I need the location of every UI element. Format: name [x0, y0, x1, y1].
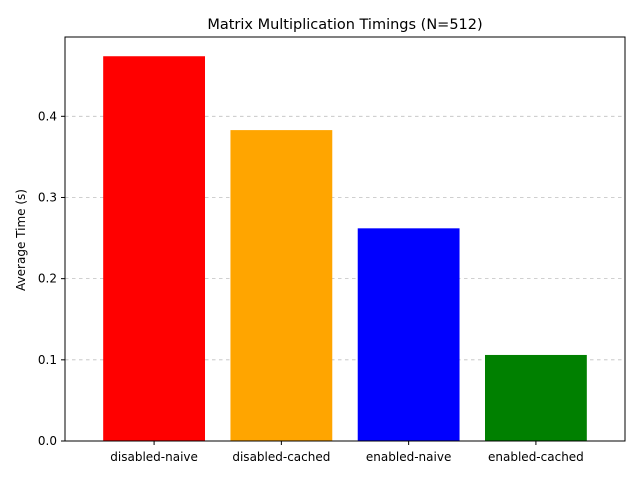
bar-enabled-naive: [357, 228, 460, 441]
bar-enabled-cached: [485, 354, 587, 441]
y-axis-label: Average Time (s): [14, 189, 28, 291]
axes-frame: [64, 36, 626, 442]
x-axis-ticks: disabled-naive disabled-cached enabled-nai…: [110, 441, 584, 464]
bars: [103, 56, 587, 441]
y-axis-ticks: 0.0 0.1 0.2 0.3 0.4: [38, 109, 65, 448]
y-tick-label: 0.4: [38, 109, 57, 123]
bar-disabled-cached: [230, 130, 333, 441]
x-tick-label: disabled-naive: [110, 450, 198, 464]
y-tick-label: 0.1: [38, 353, 57, 367]
x-tick-label: enabled-cached: [488, 450, 584, 464]
bar-disabled-naive: [103, 56, 205, 441]
x-tick-label: enabled-naive: [366, 450, 451, 464]
x-tick-label: disabled-cached: [232, 450, 330, 464]
y-tick-label: 0.0: [38, 434, 57, 448]
chart-title: Matrix Multiplication Timings (N=512): [207, 17, 482, 33]
y-tick-label: 0.3: [38, 190, 57, 204]
y-tick-label: 0.2: [38, 272, 57, 286]
